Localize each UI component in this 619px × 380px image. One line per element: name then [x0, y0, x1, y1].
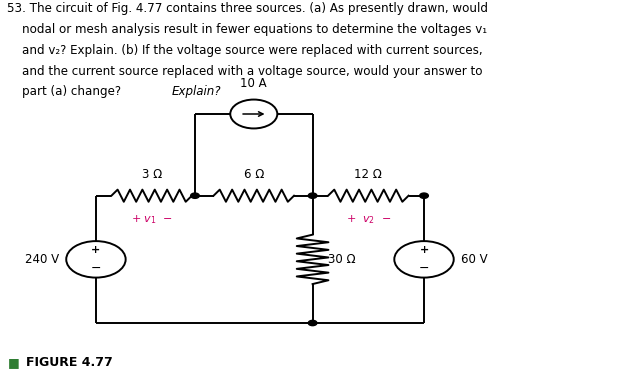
Text: part (a) change?: part (a) change? [7, 86, 125, 98]
Text: nodal or mesh analysis result in fewer equations to determine the voltages v₁: nodal or mesh analysis result in fewer e… [7, 23, 488, 36]
Text: 30 Ω: 30 Ω [328, 253, 356, 266]
Text: ■: ■ [7, 356, 19, 369]
Circle shape [191, 193, 199, 198]
Text: 3 Ω: 3 Ω [142, 168, 162, 180]
Text: 53. The circuit of Fig. 4.77 contains three sources. (a) As presently drawn, wou: 53. The circuit of Fig. 4.77 contains th… [7, 2, 488, 15]
Text: 6 Ω: 6 Ω [244, 168, 264, 180]
Text: +: + [92, 245, 100, 255]
Text: Explain?: Explain? [171, 86, 221, 98]
Text: FIGURE 4.77: FIGURE 4.77 [26, 356, 113, 369]
Circle shape [308, 193, 317, 198]
Text: +  $v_2$  −: + $v_2$ − [345, 213, 391, 226]
Text: 12 Ω: 12 Ω [354, 168, 383, 180]
Text: and the current source replaced with a voltage source, would your answer to: and the current source replaced with a v… [7, 65, 483, 78]
Text: +: + [420, 245, 428, 255]
Text: 60 V: 60 V [461, 253, 488, 266]
Text: −: − [91, 262, 101, 275]
Circle shape [308, 320, 317, 326]
Text: −: − [419, 262, 429, 275]
Circle shape [420, 193, 428, 198]
Text: + $v_1$  −: + $v_1$ − [131, 213, 173, 226]
Text: 10 A: 10 A [240, 77, 267, 90]
Text: and v₂? Explain. (b) If the voltage source were replaced with current sources,: and v₂? Explain. (b) If the voltage sour… [7, 44, 483, 57]
Text: 240 V: 240 V [25, 253, 59, 266]
